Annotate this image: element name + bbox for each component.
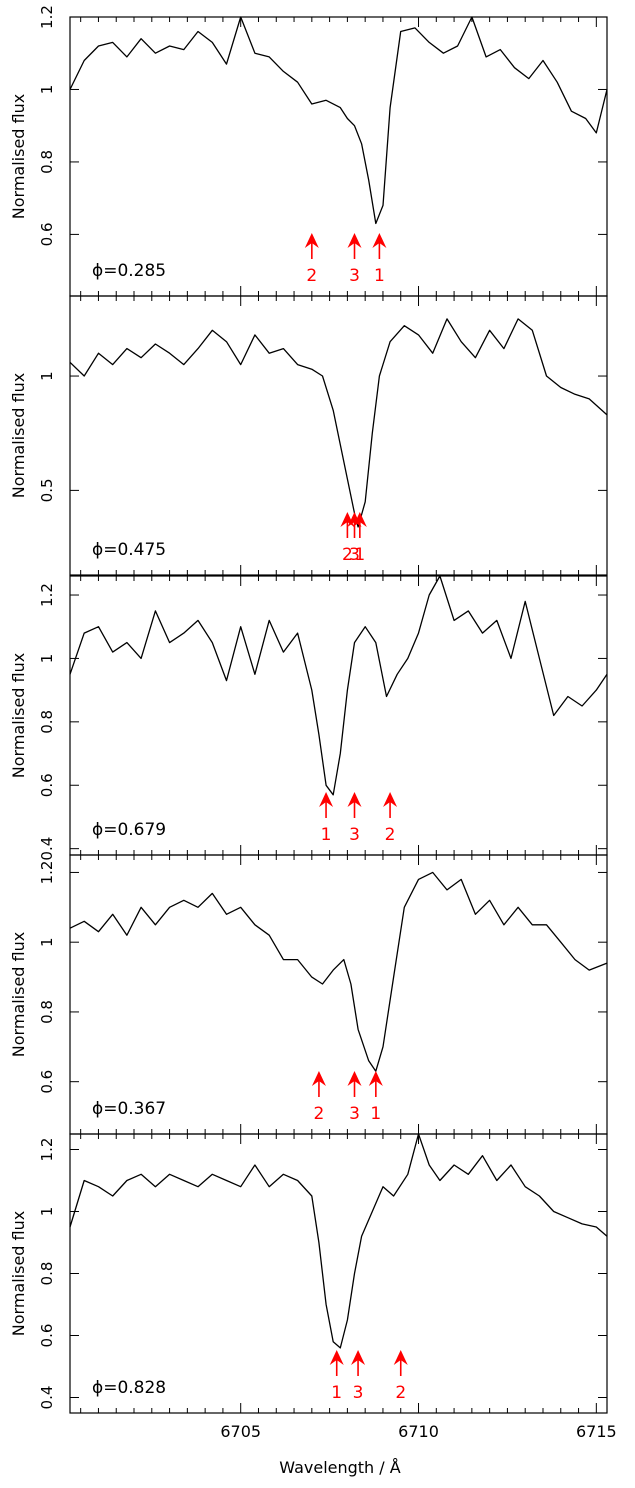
spectrum-line — [69, 1133, 608, 1349]
spectrum-line — [69, 16, 608, 225]
y-axis-label: Normalised flux — [9, 653, 28, 778]
panel-frame — [69, 16, 608, 297]
panel-frame — [69, 854, 608, 1135]
y-tick-label: 0.4 — [38, 837, 56, 861]
phase-label: ϕ=0.367 — [92, 1099, 166, 1119]
y-tick-label: 1.2 — [38, 861, 56, 885]
y-tick-label: 0.6 — [38, 1324, 56, 1348]
component-label: 2 — [395, 1383, 406, 1403]
y-axis-label: Normalised flux — [9, 373, 28, 498]
component-label: 3 — [349, 1104, 360, 1124]
component-arrow-head — [393, 1350, 408, 1365]
y-tick-label: 0.4 — [38, 1386, 56, 1410]
x-tick-label: 6705 — [220, 1422, 261, 1441]
phase-label: ϕ=0.828 — [92, 1378, 166, 1398]
component-label: 3 — [353, 1383, 364, 1403]
y-tick-label: 1.2 — [38, 583, 56, 607]
spectrum-line — [69, 871, 608, 1072]
y-tick-label: 1.2 — [38, 5, 56, 29]
component-arrow-head — [347, 1071, 362, 1086]
y-axis-label: Normalised flux — [9, 94, 28, 219]
component-label: 1 — [354, 545, 365, 565]
component-label: 1 — [370, 1104, 381, 1124]
y-axis-label: Normalised flux — [9, 932, 28, 1057]
component-arrow-head — [329, 1350, 344, 1365]
panel-frame — [69, 1133, 608, 1414]
y-axis-label: Normalised flux — [9, 1211, 28, 1336]
component-label: 1 — [321, 825, 332, 845]
component-label: 2 — [306, 266, 317, 286]
y-tick-label: 1 — [38, 371, 56, 381]
component-label: 2 — [314, 1104, 325, 1124]
component-arrow-head — [372, 233, 387, 248]
component-label: 1 — [331, 1383, 342, 1403]
component-label: 2 — [342, 545, 353, 565]
component-arrow-head — [383, 792, 398, 807]
component-arrow-head — [347, 792, 362, 807]
y-tick-label: 0.8 — [38, 1262, 56, 1286]
component-label: 3 — [349, 825, 360, 845]
phase-label: ϕ=0.679 — [92, 820, 166, 840]
y-tick-label: 0.8 — [38, 710, 56, 734]
x-axis-label: Wavelength / Å — [279, 1458, 400, 1477]
component-arrow-head — [304, 233, 319, 248]
component-arrow-head — [319, 792, 334, 807]
y-tick-label: 0.6 — [38, 1070, 56, 1094]
component-arrow-head — [368, 1071, 383, 1086]
component-label: 3 — [349, 545, 360, 565]
component-arrow-head — [351, 1350, 366, 1365]
spectrum-line — [69, 318, 608, 528]
y-tick-label: 1 — [38, 654, 56, 664]
x-tick-label: 6715 — [576, 1422, 617, 1441]
component-arrow-head — [311, 1071, 326, 1086]
y-tick-label: 1.2 — [38, 1138, 56, 1162]
y-tick-label: 0.6 — [38, 773, 56, 797]
component-arrow-head — [352, 512, 367, 527]
y-tick-label: 1 — [38, 1207, 56, 1217]
phase-label: ϕ=0.475 — [92, 540, 166, 560]
phase-label: ϕ=0.285 — [92, 261, 166, 281]
y-tick-label: 1 — [38, 85, 56, 95]
component-label: 1 — [374, 266, 385, 286]
y-tick-label: 0.8 — [38, 1000, 56, 1024]
y-tick-label: 0.6 — [38, 222, 56, 246]
spectrum-line — [69, 575, 608, 796]
y-tick-label: 0.8 — [38, 150, 56, 174]
component-label: 3 — [349, 266, 360, 286]
panel-frame — [69, 295, 608, 576]
y-tick-label: 0.5 — [38, 478, 56, 502]
x-tick-label: 6710 — [398, 1422, 439, 1441]
y-tick-label: 1 — [38, 937, 56, 947]
panel-frame — [69, 575, 608, 856]
component-label: 2 — [385, 825, 396, 845]
component-arrow-head — [347, 233, 362, 248]
